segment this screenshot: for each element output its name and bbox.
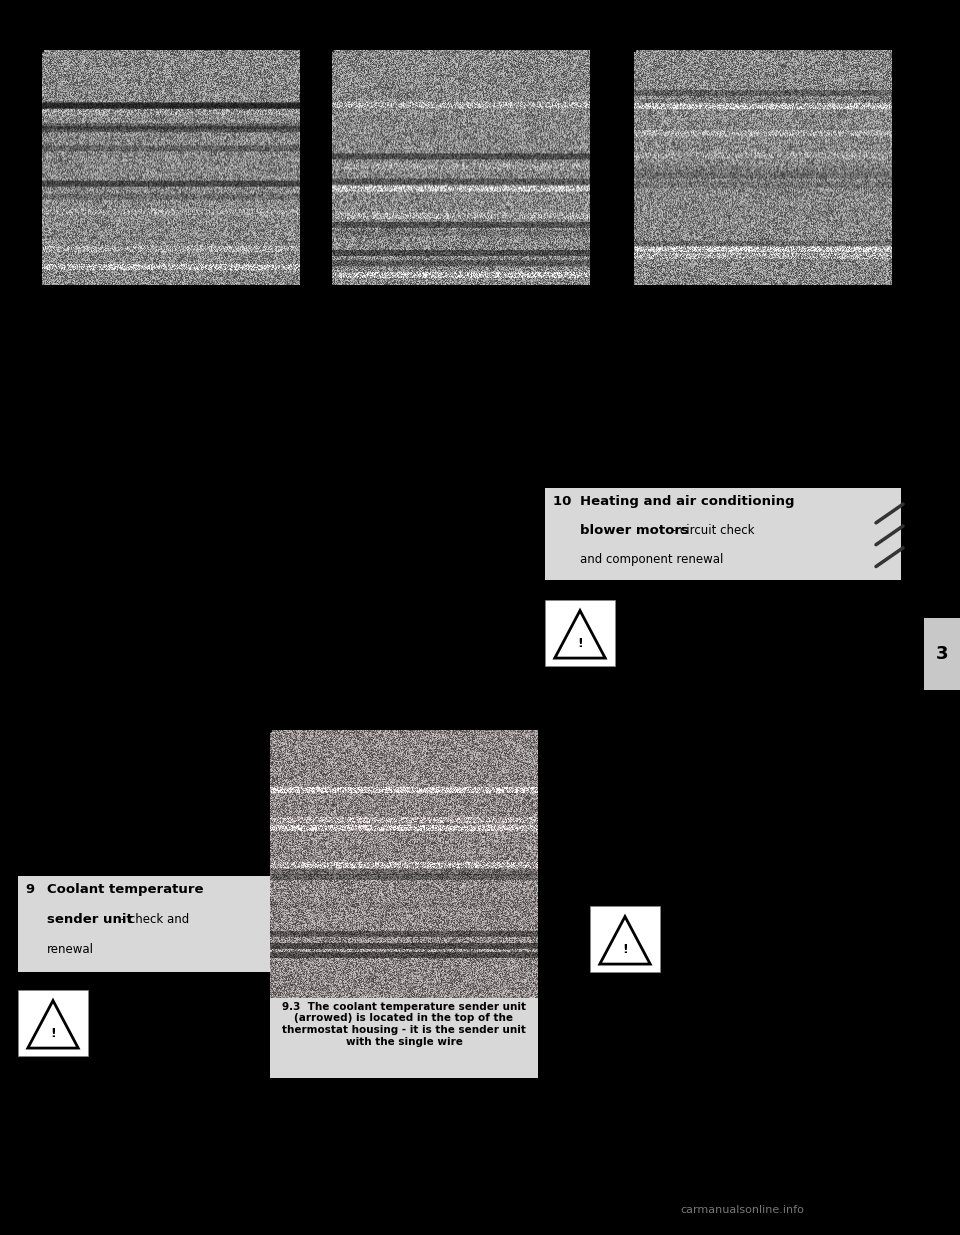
- Polygon shape: [555, 610, 605, 658]
- Text: sender unit: sender unit: [47, 914, 132, 926]
- FancyBboxPatch shape: [590, 906, 660, 972]
- FancyBboxPatch shape: [270, 998, 538, 1078]
- FancyBboxPatch shape: [924, 618, 960, 690]
- Text: - check and: - check and: [117, 914, 189, 926]
- FancyBboxPatch shape: [545, 600, 615, 666]
- FancyBboxPatch shape: [18, 876, 328, 972]
- Text: Coolant temperature: Coolant temperature: [47, 883, 204, 897]
- Text: blower motors: blower motors: [580, 524, 688, 537]
- Text: 9: 9: [26, 883, 44, 897]
- Text: !: !: [577, 636, 583, 650]
- FancyBboxPatch shape: [18, 990, 88, 1056]
- Text: 9.3  The coolant temperature sender unit
(arrowed) is located in the top of the
: 9.3 The coolant temperature sender unit …: [282, 1002, 526, 1046]
- Text: Heating and air conditioning: Heating and air conditioning: [580, 495, 794, 509]
- Text: 10: 10: [553, 495, 580, 509]
- Polygon shape: [600, 916, 650, 965]
- Text: renewal: renewal: [47, 944, 94, 956]
- FancyBboxPatch shape: [545, 488, 901, 580]
- Text: carmanualsonline.info: carmanualsonline.info: [680, 1205, 804, 1215]
- Text: and component renewal: and component renewal: [580, 553, 723, 566]
- Polygon shape: [28, 1000, 78, 1049]
- Text: - circuit check: - circuit check: [668, 524, 755, 537]
- Text: 3: 3: [936, 645, 948, 663]
- Text: !: !: [50, 1026, 56, 1040]
- Text: !: !: [622, 942, 628, 956]
